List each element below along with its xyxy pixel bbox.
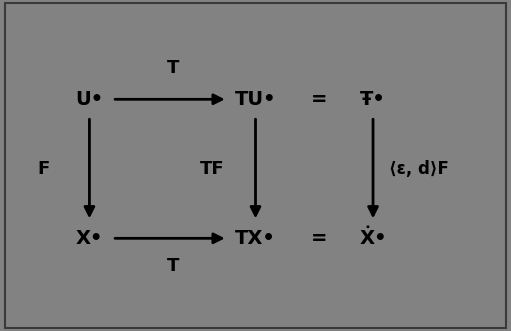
Text: F: F bbox=[37, 160, 50, 178]
Text: ⟨ε, d⟩F: ⟨ε, d⟩F bbox=[389, 160, 449, 178]
Text: TU•: TU• bbox=[235, 90, 276, 109]
Text: T: T bbox=[167, 258, 179, 275]
Text: U•: U• bbox=[75, 90, 104, 109]
Text: X•: X• bbox=[76, 229, 103, 248]
Text: TF: TF bbox=[200, 160, 224, 178]
Text: Ŧ•: Ŧ• bbox=[360, 90, 386, 109]
Text: =: = bbox=[311, 229, 328, 248]
Text: T: T bbox=[167, 59, 179, 77]
Text: Ẋ•: Ẋ• bbox=[359, 229, 387, 248]
Text: TX•: TX• bbox=[235, 229, 276, 248]
Text: =: = bbox=[311, 90, 328, 109]
